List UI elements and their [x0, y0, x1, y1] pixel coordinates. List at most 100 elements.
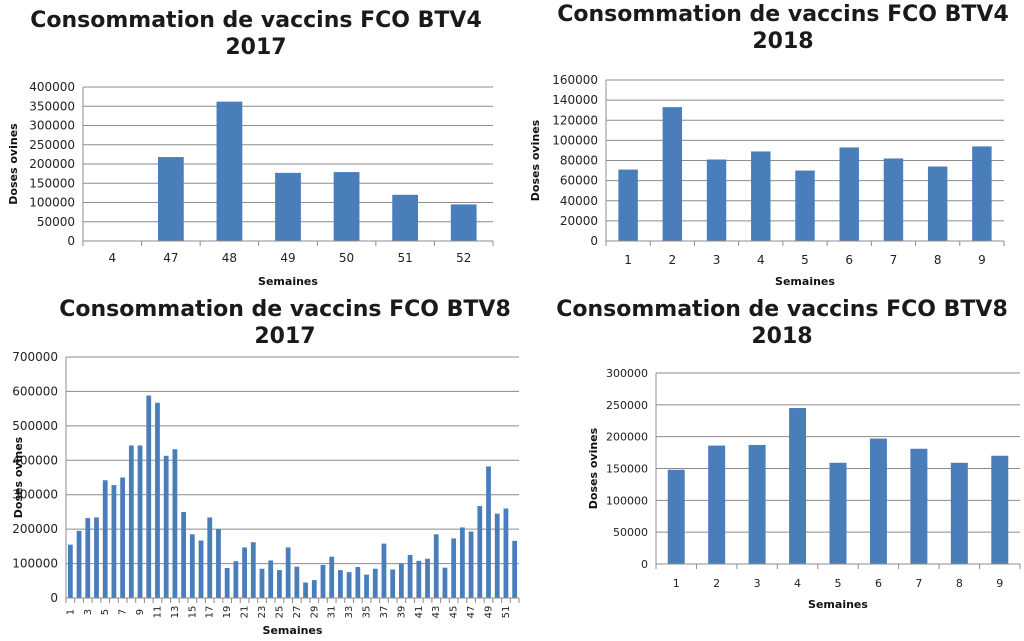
x-tick-label: 43 — [431, 606, 442, 619]
bar — [477, 506, 483, 598]
x-tick-label: 31 — [327, 606, 338, 619]
bar — [416, 560, 422, 598]
x-tick-label: 35 — [362, 606, 373, 619]
bar — [751, 151, 771, 241]
y-tick-label: 250000 — [29, 138, 75, 152]
y-tick-label: 80000 — [560, 154, 598, 168]
bar — [829, 462, 847, 564]
y-tick-label: 100000 — [29, 196, 75, 210]
bar — [207, 517, 213, 598]
bar — [216, 101, 243, 241]
y-tick-label: 100000 — [12, 557, 58, 571]
x-tick-label: 52 — [456, 251, 471, 265]
x-tick-label: 2 — [669, 253, 677, 267]
bar — [311, 580, 317, 598]
chart-title-line-1: Consommation de vaccins FCO BTV8 — [59, 297, 511, 322]
x-tick-label: 29 — [309, 606, 320, 619]
bar — [277, 570, 282, 598]
x-tick-label: 11 — [152, 606, 163, 619]
x-tick-label: 7 — [118, 609, 129, 615]
bar — [789, 408, 807, 564]
bar — [102, 480, 108, 598]
y-tick-label: 400000 — [29, 80, 75, 94]
bar — [216, 529, 221, 598]
y-tick-label: 120000 — [552, 113, 598, 127]
bar — [468, 531, 474, 598]
y-axis-label: Doses ovines — [12, 436, 25, 518]
y-tick-label: 350000 — [29, 99, 75, 113]
bar — [950, 462, 968, 564]
y-tick-label: 40000 — [560, 194, 598, 208]
bar — [450, 204, 477, 241]
bar — [268, 560, 274, 598]
x-tick-label: 50 — [339, 251, 354, 265]
bar — [972, 146, 992, 241]
bar — [67, 544, 73, 598]
x-tick-label: 45 — [449, 606, 460, 619]
x-tick-label: 6 — [845, 253, 853, 267]
bar — [250, 542, 256, 598]
x-axis-label: Semaines — [808, 598, 868, 611]
bar — [667, 469, 685, 564]
x-tick-label: 33 — [344, 606, 355, 619]
y-tick-label: 50000 — [37, 215, 75, 229]
y-tick-label: 200000 — [29, 157, 75, 171]
x-tick-label: 5 — [835, 577, 842, 590]
bar — [346, 572, 352, 598]
x-tick-label: 21 — [240, 606, 251, 619]
y-tick-label: 20000 — [560, 214, 598, 228]
chart-plot: 0 50000 100000 150000 200000 250000 300000 3500… — [7, 80, 494, 288]
y-tick-label: 600000 — [12, 384, 58, 398]
bar — [320, 564, 326, 598]
chart-title-line-2: 2017 — [254, 323, 316, 349]
chart-title-line-1: Consommation de vaccins FCO BTV4 — [557, 2, 1009, 27]
bar — [189, 534, 195, 598]
y-tick-label: 500000 — [12, 419, 58, 433]
x-tick-label: 1 — [65, 609, 76, 615]
bar — [425, 558, 430, 598]
bar — [137, 445, 143, 598]
x-tick-label: 3 — [83, 609, 94, 615]
x-tick-label: 39 — [396, 606, 407, 619]
y-tick-label: 150000 — [606, 463, 648, 476]
x-tick-label: 27 — [292, 606, 303, 619]
bar — [198, 540, 204, 598]
bar — [459, 527, 465, 598]
bar — [927, 166, 948, 241]
chart-btv8-2017: Consommation de vaccins FCO BTV8 2017 0 1… — [0, 295, 540, 641]
x-tick-label: 41 — [414, 606, 425, 619]
x-tick-label: 3 — [713, 253, 721, 267]
y-tick-label: 200000 — [606, 431, 648, 444]
y-tick-label: 50000 — [613, 526, 648, 539]
y-tick-label: 300000 — [29, 119, 75, 133]
bar — [486, 466, 491, 598]
bar — [398, 563, 404, 598]
bar — [242, 547, 247, 598]
y-axis-label: Doses ovines — [7, 123, 20, 205]
bar — [708, 445, 726, 564]
chart-title-line-2: 2018 — [752, 28, 814, 54]
x-tick-label: 48 — [222, 251, 237, 265]
bar — [910, 448, 928, 564]
y-tick-label: 300000 — [606, 367, 648, 380]
x-tick-label: 23 — [257, 606, 268, 619]
chart-btv4-2018: Consommation de vaccins FCO BTV4 2018 0 2… — [512, 0, 1024, 300]
chart-plot: 0 50000 100000 150000 200000 250000 300000 1 2 3 4… — [587, 367, 1021, 611]
bar — [76, 530, 82, 598]
bar — [333, 172, 360, 241]
bar — [94, 517, 99, 598]
x-tick-label: 9 — [996, 577, 1003, 590]
bar — [748, 444, 766, 564]
bar — [155, 402, 160, 598]
y-tick-label: 200000 — [12, 522, 58, 536]
y-tick-label: 140000 — [552, 93, 598, 107]
bar — [285, 547, 291, 598]
x-tick-label: 7 — [890, 253, 898, 267]
bar — [451, 538, 457, 598]
bar — [991, 455, 1009, 564]
x-tick-label: 1 — [673, 577, 680, 590]
x-axis-label: Semaines — [258, 275, 318, 288]
bar — [364, 574, 369, 598]
y-tick-label: 400000 — [12, 453, 58, 467]
y-axis-label: Doses ovines — [529, 119, 542, 201]
